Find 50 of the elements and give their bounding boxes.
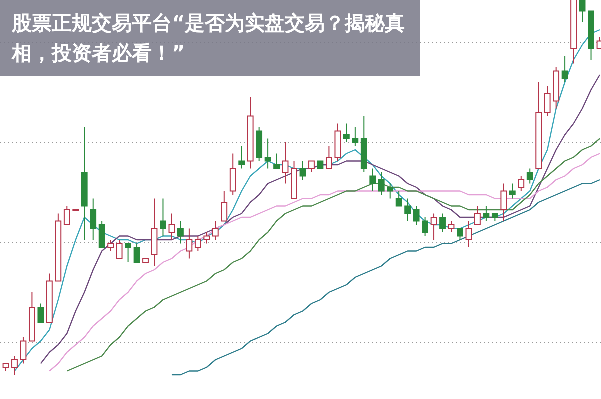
candlestick [448,220,455,233]
candlestick [168,213,176,240]
candlestick [413,206,420,226]
candlestick [526,168,534,184]
candlestick [518,176,525,192]
candlestick [457,228,464,240]
text: 股票正规交易平台“是否为实盘交易？揭秘真相，投资者必看！” [0,0,420,76]
candlestick [370,168,376,192]
candlestick [274,153,280,170]
candlestick [160,198,166,237]
candlestick [387,183,394,200]
candlestick [64,206,70,226]
candlestick [20,337,27,364]
candlestick [12,356,18,376]
candlestick [483,206,490,222]
candlestick [343,123,350,143]
candlestick [221,190,228,222]
candlestick [212,220,219,240]
candlestick [422,217,428,237]
candlestick [204,232,210,244]
candlestick [125,243,132,263]
candlestick [352,127,359,147]
candlestick [178,220,184,244]
candlestick [230,153,236,196]
candlestick [430,213,438,240]
candlestick [186,228,193,260]
candlestick [300,160,306,180]
candlestick [308,160,315,173]
candlestick [90,198,97,240]
candlestick [562,56,568,83]
candlestick [440,213,446,233]
candlestick [474,206,481,226]
candlestick [264,138,272,170]
candlestick [544,86,551,117]
candlestick [98,220,106,248]
candlestick [282,142,289,184]
candlestick [579,0,586,23]
candlestick [194,236,202,252]
candlestick [38,303,44,323]
candlestick [108,240,114,252]
candlestick [509,183,516,200]
candlestick [500,183,508,222]
candlestick [466,220,472,248]
candlestick [396,190,402,207]
candlestick [378,172,385,196]
candlestick [134,243,140,263]
candlestick [116,240,123,260]
candlestick [326,146,332,170]
candlestick [404,198,412,222]
candlestick [238,146,246,170]
